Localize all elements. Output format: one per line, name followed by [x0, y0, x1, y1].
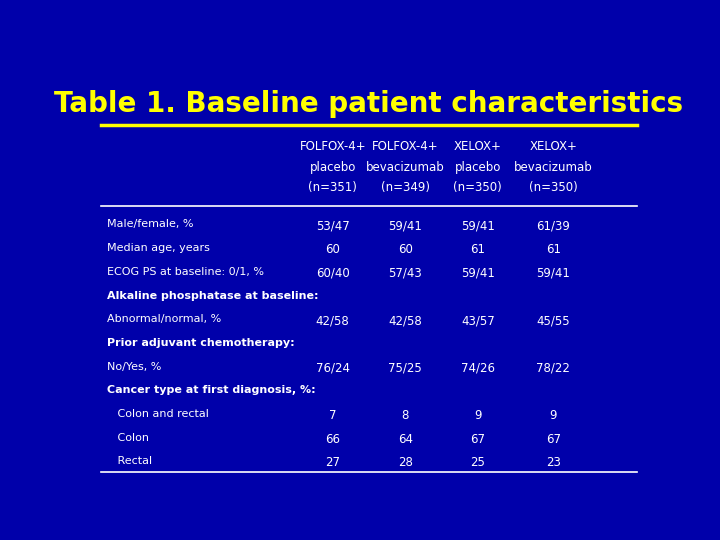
- Text: 67: 67: [470, 433, 485, 446]
- Text: Cancer type at first diagnosis, %:: Cancer type at first diagnosis, %:: [107, 386, 315, 395]
- Text: placebo: placebo: [454, 161, 501, 174]
- Text: 59/41: 59/41: [388, 219, 422, 233]
- Text: XELOX+: XELOX+: [529, 140, 577, 153]
- Text: Prior adjuvant chemotherapy:: Prior adjuvant chemotherapy:: [107, 338, 294, 348]
- Text: 9: 9: [474, 409, 482, 422]
- Text: No/Yes, %: No/Yes, %: [107, 362, 161, 372]
- Text: 9: 9: [549, 409, 557, 422]
- Text: 7: 7: [329, 409, 336, 422]
- Text: 76/24: 76/24: [316, 362, 350, 375]
- Text: 42/58: 42/58: [316, 314, 350, 327]
- Text: 27: 27: [325, 456, 341, 469]
- Text: 57/43: 57/43: [388, 267, 422, 280]
- Text: (n=350): (n=350): [454, 181, 502, 194]
- Text: 59/41: 59/41: [461, 219, 495, 233]
- Text: 42/58: 42/58: [388, 314, 422, 327]
- Text: 23: 23: [546, 456, 561, 469]
- Text: XELOX+: XELOX+: [454, 140, 502, 153]
- Text: (n=351): (n=351): [308, 181, 357, 194]
- Text: (n=350): (n=350): [528, 181, 577, 194]
- Text: 64: 64: [397, 433, 413, 446]
- Text: FOLFOX-4+: FOLFOX-4+: [300, 140, 366, 153]
- Text: 61: 61: [470, 243, 485, 256]
- Text: Abnormal/normal, %: Abnormal/normal, %: [107, 314, 221, 325]
- Text: 43/57: 43/57: [461, 314, 495, 327]
- Text: bevacizumab: bevacizumab: [366, 161, 445, 174]
- Text: 59/41: 59/41: [461, 267, 495, 280]
- Text: 75/25: 75/25: [388, 362, 422, 375]
- Text: 60: 60: [398, 243, 413, 256]
- Text: Alkaline phosphatase at baseline:: Alkaline phosphatase at baseline:: [107, 291, 318, 301]
- Text: Table 1. Baseline patient characteristics: Table 1. Baseline patient characteristic…: [55, 90, 683, 118]
- Text: 28: 28: [398, 456, 413, 469]
- Text: 60: 60: [325, 243, 340, 256]
- Text: Median age, years: Median age, years: [107, 243, 210, 253]
- Text: ECOG PS at baseline: 0/1, %: ECOG PS at baseline: 0/1, %: [107, 267, 264, 277]
- Text: 25: 25: [470, 456, 485, 469]
- Text: Colon and rectal: Colon and rectal: [107, 409, 209, 419]
- Text: 45/55: 45/55: [536, 314, 570, 327]
- Text: 59/41: 59/41: [536, 267, 570, 280]
- Text: Male/female, %: Male/female, %: [107, 219, 193, 230]
- Text: 60/40: 60/40: [316, 267, 350, 280]
- Text: 74/26: 74/26: [461, 362, 495, 375]
- Text: (n=349): (n=349): [381, 181, 430, 194]
- Text: placebo: placebo: [310, 161, 356, 174]
- Text: Colon: Colon: [107, 433, 149, 443]
- Text: Rectal: Rectal: [107, 456, 152, 467]
- Text: 67: 67: [546, 433, 561, 446]
- Text: 53/47: 53/47: [316, 219, 350, 233]
- Text: FOLFOX-4+: FOLFOX-4+: [372, 140, 438, 153]
- Text: 8: 8: [402, 409, 409, 422]
- Text: 78/22: 78/22: [536, 362, 570, 375]
- Text: bevacizumab: bevacizumab: [514, 161, 593, 174]
- Text: 61: 61: [546, 243, 561, 256]
- Text: 66: 66: [325, 433, 341, 446]
- Text: 61/39: 61/39: [536, 219, 570, 233]
